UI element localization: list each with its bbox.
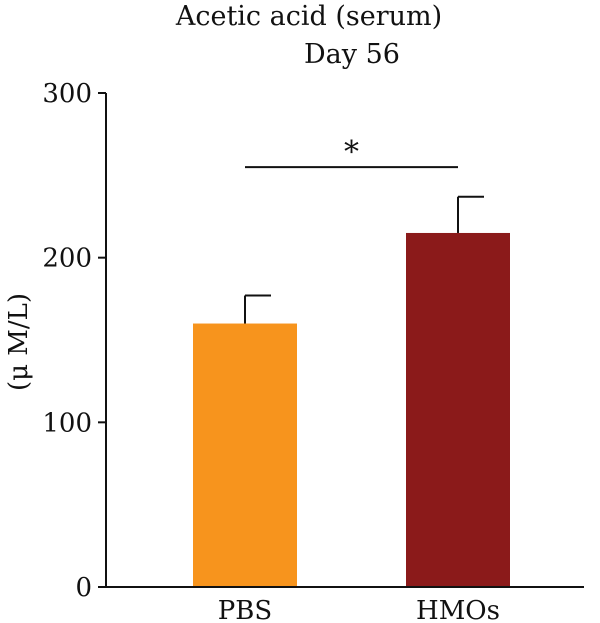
x-ticks-group: PBS HMOs [218,596,500,623]
y-tick-label-0: 0 [75,573,92,603]
x-tick-label-pbs: PBS [218,596,272,623]
y-tick-label-300: 300 [42,79,92,109]
chart-subtitle: Day 56 [304,39,400,70]
significance-label: * [344,135,359,170]
bar-hmos [406,232,510,587]
y-tick-label-200: 200 [42,244,92,274]
y-axis-label: (μ M/L) [4,293,34,391]
error-bars-group [244,195,484,324]
significance-group: * [245,135,458,170]
y-ticks-group: 0 100 200 300 [42,79,106,603]
x-tick-label-hmos: HMOs [416,596,500,623]
bars-group [193,232,510,587]
bar-pbs [193,323,297,587]
y-tick-label-100: 100 [42,408,92,438]
chart-title: Acetic acid (serum) [175,1,442,32]
